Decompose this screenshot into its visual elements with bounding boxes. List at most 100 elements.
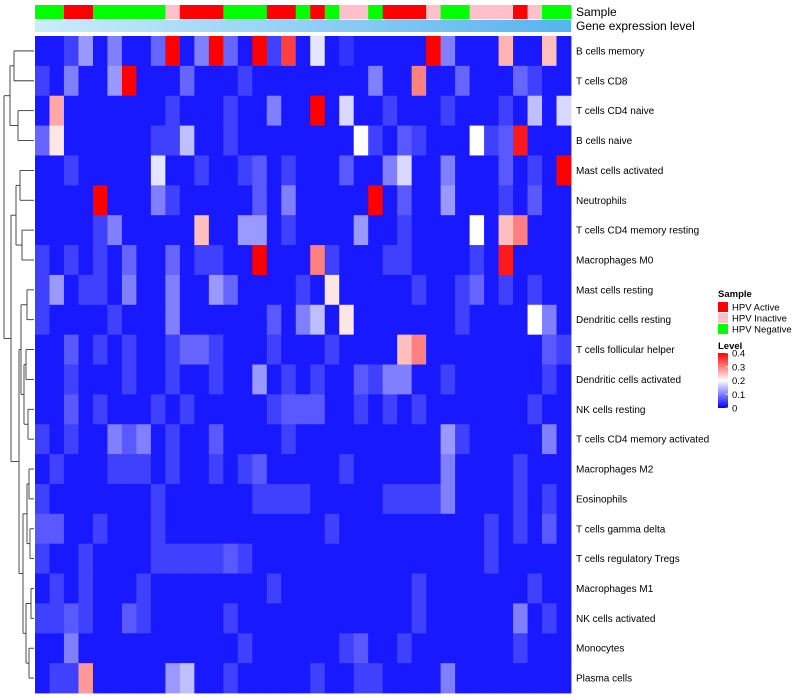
heatmap-cell — [281, 245, 297, 276]
heatmap-cell — [339, 454, 355, 485]
heatmap-cell — [542, 36, 557, 67]
heatmap-cell — [556, 424, 572, 455]
heatmap-cell — [353, 245, 369, 276]
heatmap-cell — [513, 125, 528, 156]
heatmap-cell — [455, 633, 470, 664]
heatmap-cell — [426, 633, 442, 664]
heatmap-cell — [223, 603, 239, 634]
heatmap-cell — [150, 304, 166, 336]
heatmap-cell — [223, 483, 239, 515]
heatmap-cell — [426, 155, 442, 186]
heatmap-cell — [397, 424, 413, 455]
heatmap-cell — [382, 125, 398, 156]
heatmap-cell — [484, 95, 499, 126]
heatmap-cell — [484, 185, 499, 216]
heatmap-cell — [150, 454, 166, 485]
heatmap-cell — [440, 95, 456, 126]
heatmap-cell — [92, 304, 108, 336]
heatmap-cell — [556, 454, 572, 485]
heatmap-cell — [368, 364, 384, 395]
heatmap-cell — [498, 65, 514, 97]
heatmap-cell — [63, 155, 79, 186]
heatmap-cell — [78, 663, 94, 694]
heatmap-cell — [63, 245, 79, 276]
heatmap-cell — [49, 454, 65, 485]
heatmap-cell — [469, 424, 485, 455]
heatmap-cell — [426, 424, 442, 455]
heatmap-cell — [527, 454, 543, 485]
heatmap-cell — [310, 483, 326, 515]
sample-annotation-cell — [368, 5, 384, 19]
heatmap-cell — [324, 394, 340, 425]
heatmap-cell — [281, 334, 297, 365]
row-label: Mast cells activated — [576, 166, 663, 177]
heatmap-cell — [411, 483, 427, 515]
heatmap-cell — [165, 155, 181, 186]
heatmap-cell — [78, 274, 94, 306]
heatmap-cell — [179, 394, 195, 425]
heatmap-cell — [266, 573, 282, 604]
heatmap-cell — [208, 245, 224, 276]
heatmap-cell — [78, 185, 94, 216]
heatmap-cell — [165, 36, 181, 67]
heatmap-cell — [208, 633, 224, 664]
gene-expression-annotation-bar — [35, 20, 571, 32]
heatmap-cell — [179, 274, 195, 306]
heatmap-cell — [397, 334, 413, 365]
heatmap-cell — [469, 513, 485, 545]
heatmap-cell — [455, 304, 470, 336]
heatmap-cell — [194, 454, 210, 485]
heatmap-cell — [295, 603, 311, 634]
heatmap-cell — [382, 513, 398, 545]
heatmap-cell — [542, 215, 557, 246]
heatmap-cell — [92, 424, 108, 455]
heatmap-cell — [542, 364, 557, 395]
heatmap-cell — [310, 633, 326, 664]
heatmap-cell — [78, 95, 94, 126]
heatmap-cell — [121, 394, 137, 425]
heatmap-cell — [527, 65, 543, 97]
heatmap-cell — [92, 334, 108, 365]
heatmap-cell — [223, 155, 239, 186]
heatmap-cell — [498, 394, 514, 425]
heatmap-cell — [324, 483, 340, 515]
heatmap-cell — [252, 633, 268, 664]
row-label: NK cells activated — [576, 614, 655, 625]
heatmap-cell — [208, 215, 224, 246]
heatmap-cell — [469, 633, 485, 664]
heatmap-cell — [440, 543, 456, 574]
heatmap-cell — [237, 663, 253, 694]
heatmap-cell — [78, 334, 94, 365]
sample-annotation-cell — [339, 5, 355, 19]
row-label: T cells regulatory Tregs — [576, 554, 680, 565]
heatmap-cell — [411, 663, 427, 694]
heatmap-cell — [426, 454, 442, 485]
heatmap-cell — [339, 424, 355, 455]
heatmap-cell — [382, 155, 398, 186]
heatmap-cell — [556, 364, 572, 395]
heatmap-cell — [426, 513, 442, 545]
heatmap-cell — [208, 125, 224, 156]
legend-level-tick-label: 0.4 — [732, 349, 745, 360]
heatmap-cell — [368, 36, 384, 67]
sample-annotation-cell — [121, 5, 137, 19]
heatmap-cell — [49, 513, 65, 545]
sample-annotation-cell — [92, 5, 108, 19]
heatmap-cell — [527, 513, 543, 545]
heatmap-cell — [223, 65, 239, 97]
sample-annotation-bar — [35, 5, 572, 19]
heatmap-cell — [556, 274, 572, 306]
heatmap-cell — [339, 215, 355, 246]
heatmap-cell — [455, 215, 470, 246]
heatmap-cell — [353, 185, 369, 216]
heatmap-cell — [295, 543, 311, 574]
heatmap-cell — [150, 155, 166, 186]
heatmap-cell — [542, 274, 557, 306]
heatmap-cell — [165, 304, 181, 336]
heatmap-cell — [63, 543, 79, 574]
heatmap-cell — [484, 424, 499, 455]
heatmap-cell — [208, 65, 224, 97]
heatmap-cell — [513, 454, 528, 485]
heatmap-cell — [63, 65, 79, 97]
heatmap-cell — [339, 633, 355, 664]
